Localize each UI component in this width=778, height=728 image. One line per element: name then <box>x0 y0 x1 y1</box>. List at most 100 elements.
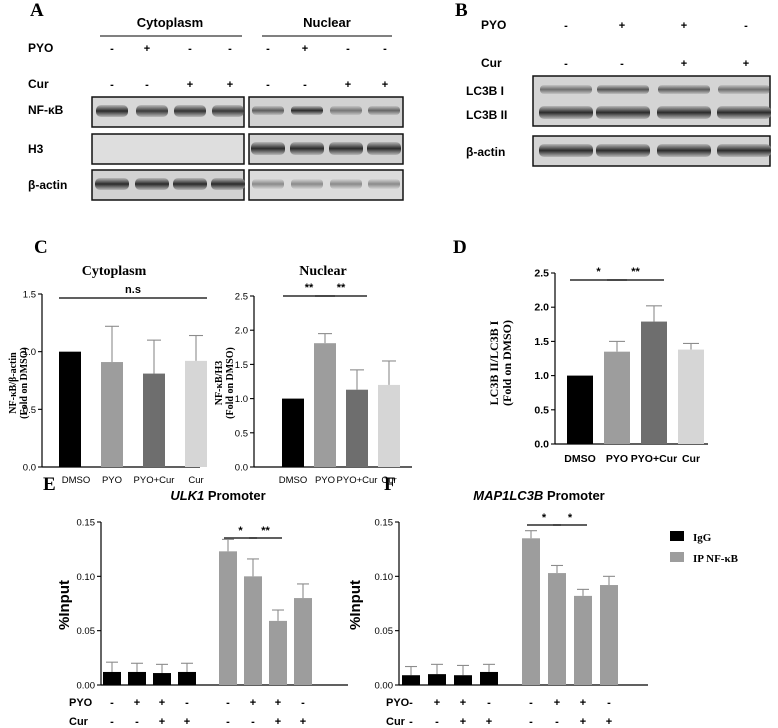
sign-plus: + <box>345 79 351 91</box>
y-tick-label: 0.5 <box>534 404 549 416</box>
blot-band <box>95 178 129 190</box>
blot-band <box>539 144 593 157</box>
blot-band <box>212 105 244 117</box>
blot-band <box>290 142 324 155</box>
bar-dmso <box>567 375 593 444</box>
bar-igg <box>178 671 196 685</box>
sign-minus: - <box>135 716 139 728</box>
significance-label: * <box>238 525 243 537</box>
y-tick-label: 2.5 <box>534 268 549 280</box>
sign-minus: - <box>145 79 149 91</box>
x-tick-label: PYO+Cur <box>631 453 677 465</box>
x-tick-label: PYO+Cur <box>134 475 175 486</box>
sign-row-b: - + + - - - + + <box>564 20 749 70</box>
legend-swatch-igg <box>670 531 684 541</box>
x-tick-label: PYO+Cur <box>337 475 378 486</box>
blot-band <box>657 144 711 157</box>
blot-label-bactin-a: β-actin <box>28 178 67 192</box>
bar-chart-map1lc3b: 0.00 0.05 0.10 0.15 - + + - - + + - - - + + - - + + * * <box>375 512 648 728</box>
blot-band <box>717 144 771 157</box>
blot-box <box>91 133 245 165</box>
y-tick-label: 0.10 <box>375 572 394 583</box>
x-tick-label: Cur <box>682 453 700 465</box>
y-tick-label: 1.5 <box>23 290 36 301</box>
sign-plus: + <box>144 43 150 55</box>
y-tick-label: 1.5 <box>534 336 549 348</box>
sign-plus: + <box>554 697 560 709</box>
sign-plus: + <box>434 697 440 709</box>
blot-band <box>96 105 128 117</box>
bar-pyo <box>101 362 123 467</box>
sign-minus: - <box>228 43 232 55</box>
x-tick-label: PYO <box>315 475 335 486</box>
sign-plus: + <box>134 697 140 709</box>
y-axis-label-line1: NF-κB/H3 <box>214 361 225 405</box>
y-tick-label: 0.10 <box>77 572 96 583</box>
chart-title-cytoplasm: Cytoplasm <box>82 264 147 279</box>
bar-pyo <box>314 343 336 467</box>
sign-minus: - <box>409 716 413 728</box>
y-tick-label: 0.0 <box>534 439 549 451</box>
x-tick-label: DMSO <box>564 453 596 465</box>
sign-plus: + <box>302 43 308 55</box>
significance-label: ** <box>631 266 640 278</box>
blot-band <box>368 179 400 189</box>
sign-minus: - <box>529 697 533 709</box>
blot-band <box>368 106 400 115</box>
bar-ip-nfkb <box>244 576 262 685</box>
legend: IgG IP NF-κB <box>670 531 739 565</box>
bar-ip-nfkb <box>269 620 287 685</box>
y-axis-label-input-f: %Input <box>347 580 364 630</box>
header-cytoplasm: Cytoplasm <box>137 15 203 30</box>
y-tick-label: 0.5 <box>23 405 36 416</box>
sign-plus: + <box>300 716 306 728</box>
row-label-pyo-e: PYO <box>69 697 93 709</box>
y-axis-label-line2: (Fold on DMSO) <box>225 347 236 419</box>
y-axis-label-input-e: %Input <box>56 580 73 630</box>
y-tick-label: 0.05 <box>375 626 394 637</box>
y-tick-label: 0.00 <box>77 681 96 692</box>
bar-cur <box>378 384 400 467</box>
x-tick-label: Cur <box>188 475 203 486</box>
title-rest: Promoter <box>543 488 604 503</box>
blot-band <box>658 85 710 94</box>
significance-label: * <box>542 512 547 524</box>
panel-d: D LC3B II/LC3B I (Fold on DMSO) 0.0 0.5 1.… <box>453 237 708 465</box>
x-tick-label: PYO <box>102 475 122 486</box>
chart-title-ulk1: ULK1 Promoter <box>170 488 265 503</box>
sign-plus: + <box>275 716 281 728</box>
sign-plus: + <box>606 716 612 728</box>
blot-band <box>252 106 284 115</box>
blot-band <box>596 144 650 157</box>
blot-band <box>174 105 206 117</box>
blot-band <box>251 142 285 155</box>
bar-cur <box>185 360 207 467</box>
bar-igg <box>402 675 420 685</box>
sign-minus: - <box>188 43 192 55</box>
sign-minus: - <box>529 716 533 728</box>
sign-plus: + <box>486 716 492 728</box>
significance-label: ** <box>305 282 314 294</box>
sign-minus: - <box>266 43 270 55</box>
sign-minus: - <box>303 79 307 91</box>
bar-pyo-cur <box>641 321 667 444</box>
y-tick-label: 0.5 <box>235 428 248 439</box>
y-tick-label: 0.05 <box>77 626 96 637</box>
sign-plus: + <box>743 58 749 70</box>
y-axis-label-line2: (Fold on DMSO) <box>19 347 30 419</box>
y-tick-label: 0.15 <box>77 518 96 529</box>
bar-igg <box>428 674 446 685</box>
blot-label-lc3bii: LC3B II <box>466 108 507 122</box>
sign-minus: - <box>435 716 439 728</box>
y-tick-label: 0.00 <box>375 681 394 692</box>
y-axis-label-line1: LC3B II/LC3B I <box>487 320 501 405</box>
sign-minus: - <box>564 20 568 32</box>
blot-band <box>717 106 771 119</box>
y-tick-label: 1.5 <box>235 360 248 371</box>
y-tick-label: 1.0 <box>534 370 549 382</box>
sign-plus: + <box>460 716 466 728</box>
panel-letter-a: A <box>30 0 44 21</box>
bar-chart-ulk1: 0.000.050.100.15- + + - - + + -- - + + - - + +* ** <box>77 518 348 728</box>
bar-pyo <box>604 351 630 444</box>
